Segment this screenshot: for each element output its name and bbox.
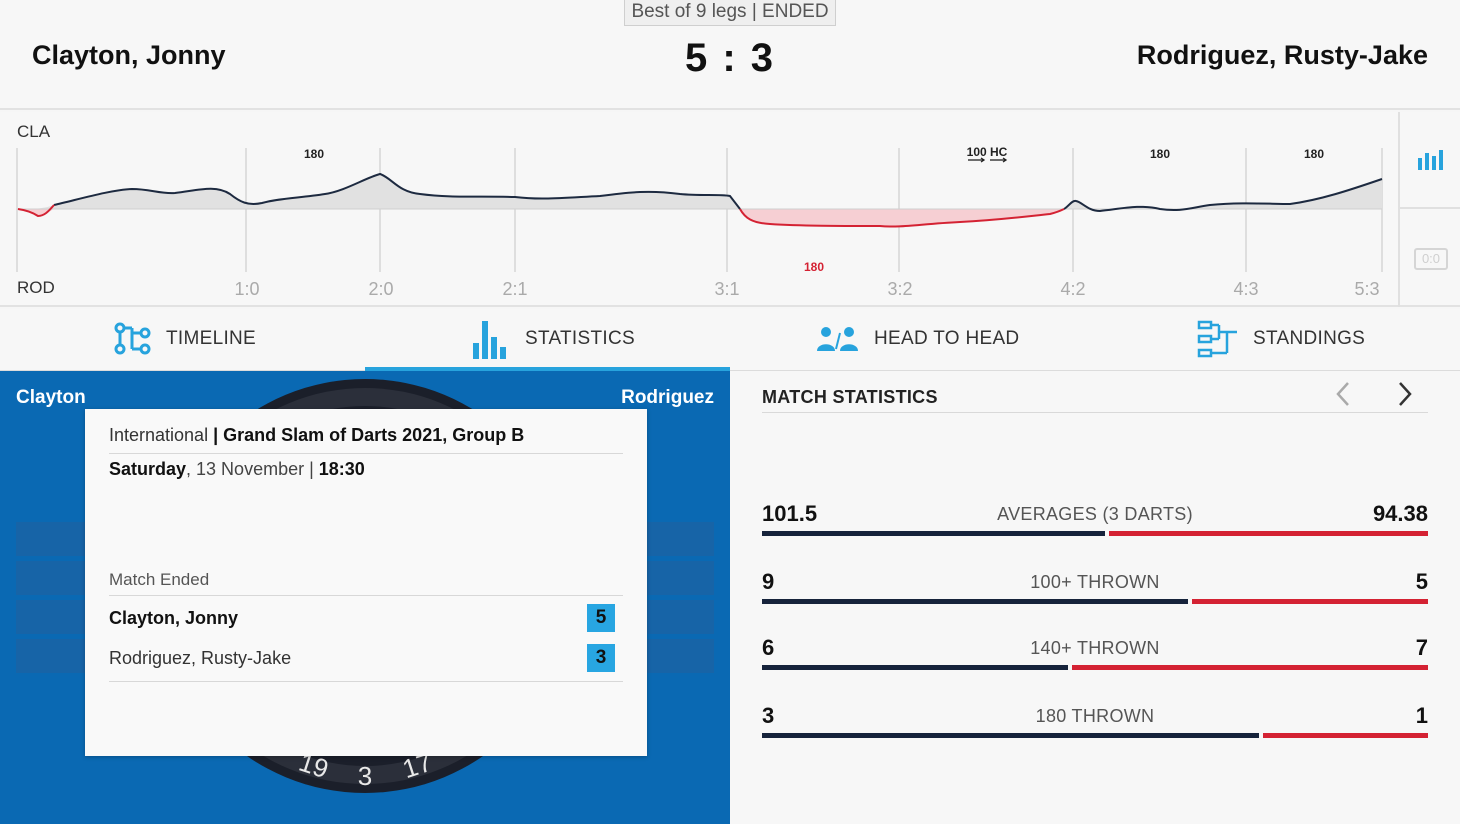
match-header: Best of 9 legs | ENDED Clayton, Jonny 5 … (0, 0, 1460, 110)
active-tab-indicator (365, 367, 730, 372)
dartboard-number: 3 (358, 761, 372, 791)
match-format-badge: Best of 9 legs | ENDED (624, 0, 836, 26)
result-player2-score: 3 (587, 644, 615, 672)
tab-statistics[interactable]: STATISTICS (365, 309, 730, 372)
stat-bar-left (762, 665, 1068, 670)
marker-180: 180 (1304, 147, 1324, 161)
momentum-line-cla (53, 172, 741, 210)
divider (109, 453, 623, 454)
competition-name: Grand Slam of Darts 2021, Group B (223, 425, 525, 445)
momentum-label-rod: ROD (17, 278, 55, 297)
competition-line: International | Grand Slam of Darts 2021… (109, 425, 524, 446)
divider (762, 412, 1428, 413)
marker-180: 180 (1150, 147, 1170, 161)
stat-row: 100+ THROWN 9 5 (762, 569, 1428, 609)
statistics-icon (473, 321, 506, 359)
match-day: Saturday (109, 459, 187, 479)
panel-player-left: Clayton (16, 387, 86, 408)
momentum-label-cla: CLA (17, 122, 51, 141)
momentum-line-rod (739, 208, 1065, 228)
stats-title: MATCH STATISTICS (762, 387, 938, 407)
stat-bar-right (1109, 531, 1428, 536)
tab-head-to-head[interactable]: HEAD TO HEAD (730, 309, 1095, 371)
leg-label: 5:3 (1354, 279, 1379, 299)
leg-label: 3:1 (714, 279, 739, 299)
marker-100hc-arrows-icon (968, 157, 1008, 163)
competition-region: International (109, 425, 209, 445)
tab-timeline-label: TIMELINE (166, 328, 257, 349)
leg-score-toggle[interactable]: 0:0 (1414, 248, 1448, 270)
marker-180: 180 (304, 147, 324, 161)
panel-player-right: Rodriguez (621, 387, 714, 408)
marker-180-rod: 180 (804, 260, 824, 274)
result-player2-name: Rodriguez, Rusty-Jake (109, 648, 292, 668)
momentum-chart: 180 100 HC 180 180 180 1:0 2:0 2:1 3:1 3… (0, 112, 1460, 307)
competition-separator: | (208, 425, 224, 445)
side-divider (1400, 207, 1460, 209)
divider (109, 681, 623, 682)
head-to-head-icon (817, 327, 858, 351)
stat-value-right: 5 (1415, 569, 1428, 594)
stat-row: AVERAGES (3 DARTS) 101.5 94.38 (762, 501, 1428, 541)
stat-label: 100+ THROWN (1030, 572, 1160, 592)
tab-bar: TIMELINE STATISTICS (0, 309, 1460, 372)
tab-standings-label: STANDINGS (1253, 328, 1366, 349)
leg-label: 3:2 (887, 279, 912, 299)
tab-standings[interactable]: STANDINGS (1095, 309, 1460, 371)
stat-bar-left (762, 531, 1105, 536)
marker-100hc: 100 HC (967, 145, 1008, 159)
stat-bar-left (762, 733, 1259, 738)
match-visual-panel: 19 3 17 Clayton Rodriguez International … (0, 371, 730, 824)
momentum-area-cla (18, 174, 740, 210)
stat-row: 180 THROWN 3 1 (762, 703, 1428, 743)
match-score: 5 : 3 (684, 36, 776, 80)
result-player1-name: Clayton, Jonny (109, 608, 239, 628)
timeline-icon (114, 322, 151, 355)
stat-bar-right (1192, 599, 1428, 604)
leg-label: 1:0 (234, 279, 259, 299)
stat-value-right: 94.38 (1372, 501, 1428, 526)
stat-bar-left (762, 599, 1188, 604)
momentum-line-rod (17, 204, 55, 218)
stat-row: 140+ THROWN 6 7 (762, 635, 1428, 675)
stat-value-right: 1 (1415, 703, 1428, 728)
stat-value-right: 7 (1415, 635, 1428, 660)
tab-head-to-head-label: HEAD TO HEAD (874, 328, 1020, 349)
momentum-area-rod (740, 209, 1064, 227)
leg-label: 4:2 (1060, 279, 1085, 299)
match-date: , 13 November | (186, 459, 319, 479)
stat-label: 140+ THROWN (1030, 638, 1160, 658)
stat-value-left: 6 (762, 635, 775, 660)
leg-label: 4:3 (1233, 279, 1258, 299)
previous-arrow-icon[interactable] (1330, 379, 1356, 409)
bar-chart-icon[interactable] (1418, 148, 1444, 170)
stat-bar-right (1263, 733, 1428, 738)
match-status: Match Ended (109, 570, 210, 589)
divider (109, 595, 623, 596)
tab-statistics-label: STATISTICS (525, 328, 635, 349)
momentum-graph: 180 100 HC 180 180 180 1:0 2:0 2:1 3:1 3… (16, 145, 1383, 299)
player-right-name: Rodriguez, Rusty-Jake (1136, 40, 1428, 70)
stat-bar-right (1072, 665, 1428, 670)
leg-label: 2:0 (368, 279, 393, 299)
match-time: 18:30 (318, 459, 365, 479)
stat-value-left: 101.5 (762, 501, 818, 526)
stat-value-left: 9 (762, 569, 775, 594)
leg-label: 2:1 (502, 279, 527, 299)
player-left-name: Clayton, Jonny (32, 40, 226, 70)
result-player1-score: 5 (587, 604, 615, 632)
match-statistics-panel: MATCH STATISTICS AVERAGES (3 DARTS) 101.… (730, 371, 1460, 824)
momentum-line-cla (1063, 178, 1383, 213)
standings-icon (1197, 320, 1237, 358)
match-datetime: Saturday, 13 November | 18:30 (109, 459, 365, 480)
stat-value-left: 3 (762, 703, 775, 728)
stat-label: 180 THROWN (1035, 706, 1155, 726)
momentum-side-panel: 0:0 (1398, 112, 1460, 307)
tab-timeline[interactable]: TIMELINE (0, 309, 365, 371)
match-info-card: International | Grand Slam of Darts 2021… (85, 409, 647, 756)
stat-label: AVERAGES (3 DARTS) (997, 504, 1193, 524)
next-arrow-icon[interactable] (1392, 379, 1418, 409)
